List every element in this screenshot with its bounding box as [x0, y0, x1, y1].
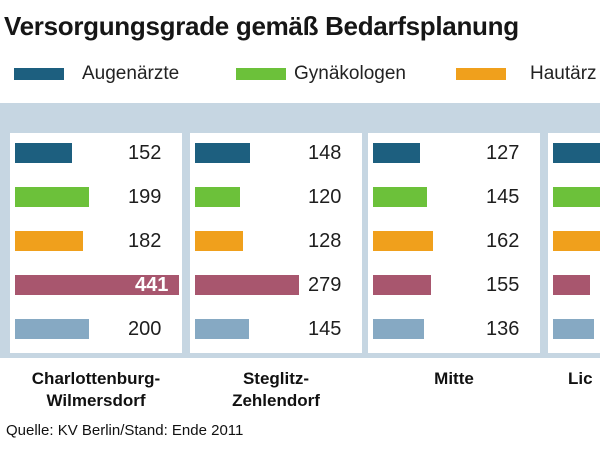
bar — [373, 275, 431, 295]
legend-label: Gynäkologen — [294, 63, 406, 84]
bar — [373, 231, 433, 251]
value-label: 127 — [486, 142, 520, 164]
value-label: 279 — [308, 274, 342, 296]
district-label: Charlottenburg- Wilmersdorf — [31, 369, 161, 410]
value-label: 145 — [486, 186, 520, 208]
value-label: 182 — [128, 230, 162, 252]
source-note: Quelle: KV Berlin/Stand: Ende 2011 — [6, 422, 244, 439]
bar — [373, 319, 424, 339]
value-label: 200 — [128, 318, 162, 340]
value-label: 152 — [128, 142, 162, 164]
value-label: 120 — [308, 186, 342, 208]
legend-swatch — [236, 68, 286, 80]
bar — [195, 231, 243, 251]
bar — [553, 231, 600, 251]
value-label: 136 — [486, 318, 520, 340]
district-label: Mitte — [434, 369, 474, 388]
bar — [195, 275, 299, 295]
district-label: Lic — [568, 369, 593, 388]
bar — [553, 275, 590, 295]
bar — [195, 187, 240, 207]
bar — [195, 143, 250, 163]
value-label: 199 — [128, 186, 162, 208]
value-label: 148 — [308, 142, 342, 164]
bar — [553, 143, 600, 163]
value-label: 155 — [486, 274, 520, 296]
legend-swatch — [14, 68, 64, 80]
legend-label: Augenärzte — [82, 63, 180, 84]
bar — [195, 319, 249, 339]
bar — [15, 143, 72, 163]
value-label: 441 — [135, 274, 169, 296]
bar — [553, 187, 600, 207]
value-label: 128 — [308, 230, 342, 252]
bar — [15, 231, 83, 251]
legend-label: Hautärz — [530, 63, 597, 84]
legend-swatch — [456, 68, 506, 80]
chart-title: Versorgungsgrade gemäß Bedarfsplanung — [4, 11, 519, 41]
bar — [15, 319, 89, 339]
value-label: 145 — [308, 318, 342, 340]
bar — [553, 319, 594, 339]
bar — [373, 187, 427, 207]
value-label: 162 — [486, 230, 520, 252]
bar — [15, 187, 89, 207]
district-label: Steglitz- Zehlendorf — [232, 369, 320, 410]
bar — [373, 143, 420, 163]
bar — [15, 275, 179, 295]
legend: Augenärzte Gynäkologen Hautärz — [0, 62, 600, 90]
